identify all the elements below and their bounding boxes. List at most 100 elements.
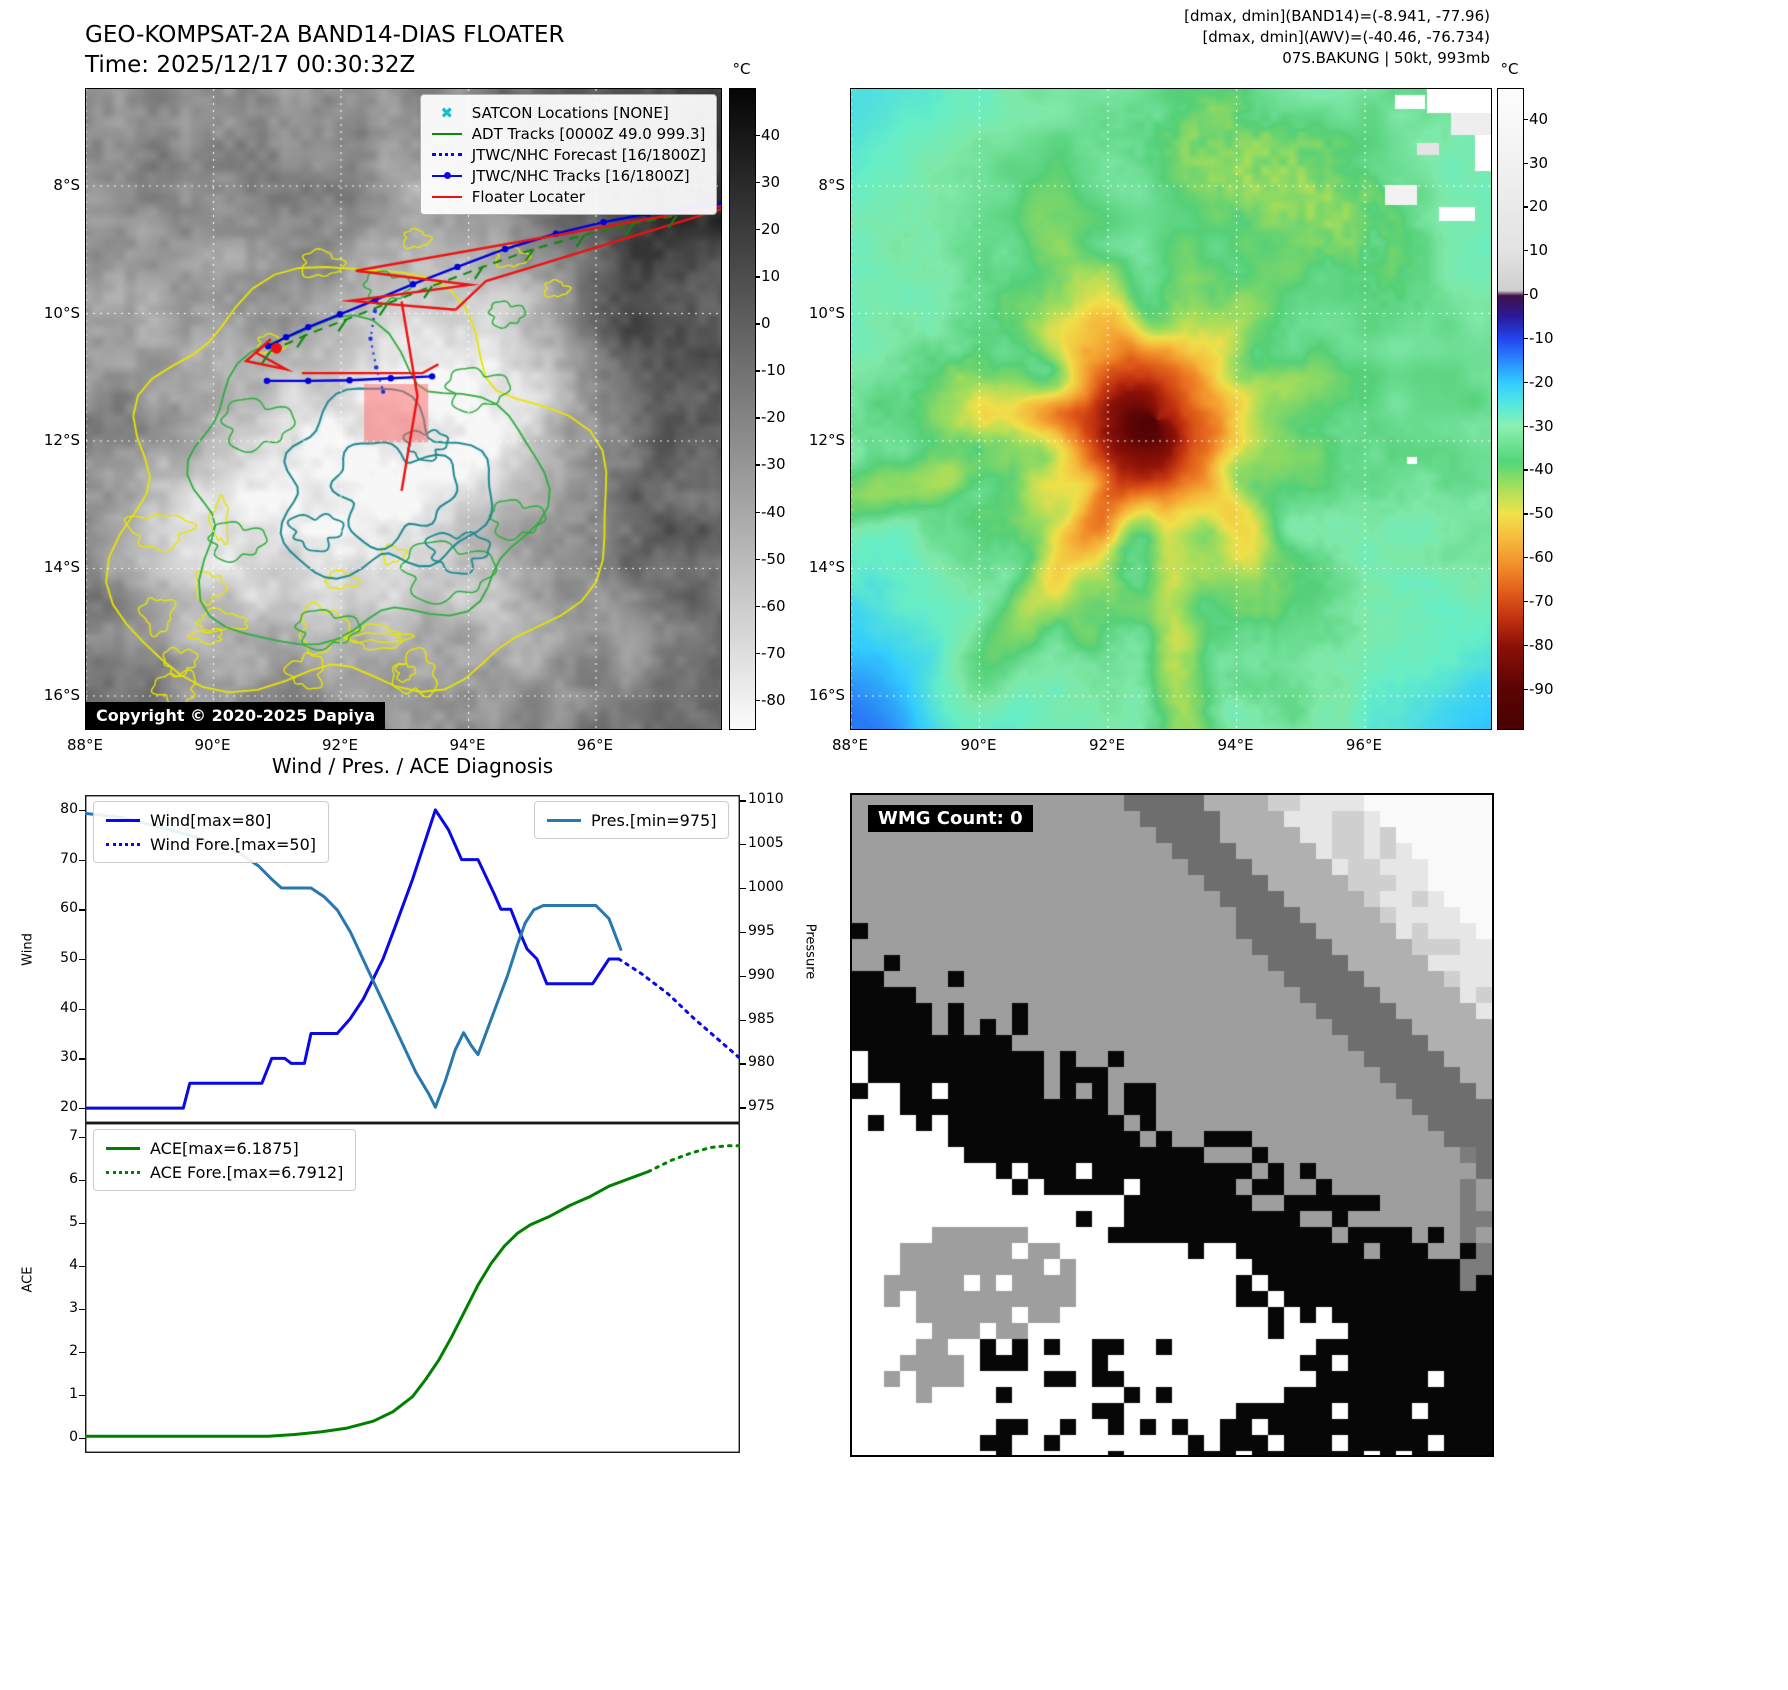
awv-colorbar-tick-label: -10 xyxy=(1529,328,1554,347)
wind-ytick-mark xyxy=(79,1058,85,1060)
wind-legend: Wind[max=80] Wind Fore.[max=50] xyxy=(93,801,329,863)
wmg-canvas xyxy=(852,795,1492,1455)
band14-colorbar-tick-label: -10 xyxy=(761,361,786,380)
band14-colorbar xyxy=(729,88,756,730)
annotation-storm-status: 07S.BAKUNG | 50kt, 993mb xyxy=(1282,49,1490,67)
awv-colorbar-tick-mark xyxy=(1523,162,1528,164)
awv-colorbar-tick-mark xyxy=(1523,513,1528,515)
band14-colorbar-tick-mark xyxy=(755,652,760,654)
ace-ytick-label: 2 xyxy=(69,1342,78,1359)
legend-item: ACE[max=6.1875] xyxy=(106,1136,343,1160)
awv-satellite-canvas xyxy=(851,89,1491,729)
awv-colorbar-tick-label: -70 xyxy=(1529,591,1554,610)
map-legend-item: Floater Locater xyxy=(431,186,706,207)
map-legend-item: JTWC/NHC Forecast [16/1800Z] xyxy=(431,144,706,165)
awv-lon-tick-label: 90°E xyxy=(960,736,997,754)
wind-ytick-mark xyxy=(79,1108,85,1110)
band14-colorbar-tick-mark xyxy=(755,558,760,560)
band14-colorbar-tick-mark xyxy=(755,605,760,607)
pressure-ytick-label: 1010 xyxy=(748,791,784,808)
awv-colorbar-tick-mark xyxy=(1523,206,1528,208)
ace-ytick-label: 7 xyxy=(69,1127,78,1144)
ace-ytick-label: 4 xyxy=(69,1256,78,1273)
band14-colorbar-tick-mark xyxy=(755,276,760,278)
red-line-icon xyxy=(431,195,463,198)
ace-ytick-mark xyxy=(79,1179,85,1182)
awv-map-panel xyxy=(850,88,1492,730)
awv-colorbar-tick-label: -20 xyxy=(1529,372,1554,391)
ace-axis-label: ACE xyxy=(20,1266,36,1293)
pressure-ytick-mark xyxy=(740,975,746,977)
ace-ytick-mark xyxy=(79,1222,85,1224)
solid-line-icon xyxy=(106,1146,140,1150)
wind-ytick-label: 20 xyxy=(60,1099,78,1116)
wind-ytick-mark xyxy=(79,1008,85,1010)
wind-dotted-line xyxy=(617,957,740,1060)
band14-lat-tick-label: 10°S xyxy=(43,303,80,322)
awv-lat-tick-label: 12°S xyxy=(808,431,845,449)
band14-colorbar-tick-label: -70 xyxy=(761,643,786,662)
map-legend-item: ADT Tracks [0000Z 49.0 999.3] xyxy=(431,123,706,144)
awv-colorbar-tick-mark xyxy=(1523,381,1528,383)
band14-colorbar-tick-mark xyxy=(755,417,760,419)
ace-ytick-label: 3 xyxy=(69,1299,78,1316)
pressure-ytick-label: 1000 xyxy=(748,878,784,895)
cyan-x-icon: ✖ xyxy=(440,103,454,122)
figure-timestamp: Time: 2025/12/17 00:30:32Z xyxy=(85,52,416,78)
pressure-ytick-mark xyxy=(740,931,746,934)
legend-label: Wind[max=80] xyxy=(150,810,272,830)
awv-colorbar-tick-mark xyxy=(1523,600,1528,603)
band14-colorbar-tick-mark xyxy=(755,699,760,702)
ace-ytick-label: 0 xyxy=(69,1428,78,1445)
wmg-count-label: WMG Count: 0 xyxy=(868,805,1033,832)
legend-item: Wind Fore.[max=50] xyxy=(106,832,316,856)
band14-colorbar-tick-label: -60 xyxy=(761,596,786,615)
band14-colorbar-tick-label: -30 xyxy=(761,455,786,474)
pressure-ytick-label: 990 xyxy=(748,966,775,983)
band14-colorbar-tick-label: -20 xyxy=(761,408,786,427)
ace-ytick-mark xyxy=(79,1394,85,1396)
map-legend-label: SATCON Locations [NONE] xyxy=(471,103,669,122)
annotation-awv-range: [dmax, dmin](AWV)=(-40.46, -76.734) xyxy=(1202,28,1490,46)
ace-dotted-line xyxy=(646,1144,740,1174)
ace-ytick-mark xyxy=(79,1308,85,1310)
blue-line-dots-icon xyxy=(431,171,463,179)
awv-colorbar-tick-label: -40 xyxy=(1529,460,1554,479)
band14-colorbar-tick-mark xyxy=(755,229,760,231)
awv-colorbar-tick-label: 0 xyxy=(1529,285,1539,304)
band14-colorbar-tick-mark xyxy=(755,464,760,466)
wind-ytick-label: 50 xyxy=(60,950,78,966)
band14-lon-tick-label: 88°E xyxy=(66,736,104,754)
band14-colorbar-tick-label: 20 xyxy=(761,220,781,239)
diagnosis-title: Wind / Pres. / ACE Diagnosis xyxy=(271,754,554,778)
band14-lon-tick-label: 90°E xyxy=(194,736,231,754)
pressure-ytick-mark xyxy=(740,1063,746,1065)
ace-solid-line xyxy=(85,1170,650,1438)
pressure-ytick-label: 1005 xyxy=(748,835,784,852)
ace-ytick-mark xyxy=(79,1437,85,1439)
band14-colorbar-tick-label: -40 xyxy=(761,502,786,521)
pressure-ytick-label: 995 xyxy=(748,922,775,939)
band14-colorbar-tick-label: 10 xyxy=(761,267,781,286)
awv-colorbar-tick-label: 40 xyxy=(1529,109,1549,128)
band14-colorbar-tick-label: -80 xyxy=(761,690,786,709)
ace-ytick-label: 5 xyxy=(69,1213,78,1230)
pressure-axis-label: Pressure xyxy=(802,923,818,980)
awv-colorbar-tick-mark xyxy=(1523,294,1528,296)
wind-ytick-label: 70 xyxy=(60,850,78,867)
awv-colorbar-tick-label: 30 xyxy=(1529,153,1549,172)
awv-colorbar-tick-label: -50 xyxy=(1529,504,1554,523)
copyright-label: Copyright © 2020-2025 Dapiya xyxy=(86,702,386,729)
awv-lat-tick-label: 10°S xyxy=(808,303,845,322)
pressure-ytick-mark xyxy=(740,1019,746,1021)
band14-colorbar-tick-label: -50 xyxy=(761,549,786,568)
awv-colorbar-unit: °C xyxy=(1500,60,1519,78)
band14-lat-tick-label: 14°S xyxy=(43,558,80,577)
awv-lon-tick-label: 96°E xyxy=(1345,736,1382,754)
band14-lon-tick-label: 94°E xyxy=(449,736,486,754)
legend-label: ACE[max=6.1875] xyxy=(150,1138,299,1158)
ace-ytick-label: 1 xyxy=(69,1385,78,1402)
legend-item: Wind[max=80] xyxy=(106,808,316,832)
awv-lon-tick-label: 88°E xyxy=(831,736,869,754)
